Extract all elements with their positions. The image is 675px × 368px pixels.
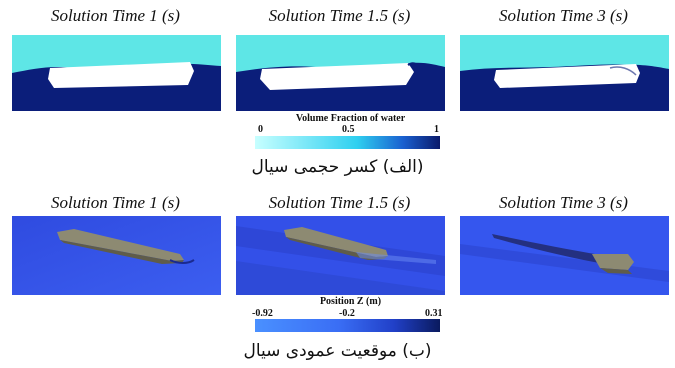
legend-title-volume-fraction: Volume Fraction of water	[295, 113, 406, 124]
volume-fraction-panel-2	[236, 35, 445, 111]
legend-tick-pz-2: 0.31	[425, 308, 443, 319]
legend-tick-vf-1: 0.5	[342, 124, 355, 135]
panel-title-row1-1: Solution Time 1 (s)	[51, 6, 180, 25]
panel-title-row1-3: Solution Time 3 (s)	[499, 6, 628, 25]
legend-tick-vf-0: 0	[258, 124, 263, 135]
legend-tick-pz-0: -0.92	[252, 308, 273, 319]
volume-fraction-panel-1	[12, 35, 221, 111]
legend-bar-position-z	[255, 319, 440, 332]
panel-title-row2-1: Solution Time 1 (s)	[51, 193, 180, 212]
legend-bar-volume-fraction	[255, 136, 440, 149]
caption-a: (الف) کسر حجمی سیال	[251, 157, 424, 177]
panel-title-row2-2: Solution Time 1.5 (s)	[268, 193, 411, 212]
caption-b: (ب) موقعیت عمودی سیال	[243, 341, 432, 361]
legend-tick-pz-1: -0.2	[339, 308, 355, 319]
volume-fraction-panel-3	[460, 35, 669, 111]
panel-title-row1-2: Solution Time 1.5 (s)	[268, 6, 411, 25]
legend-tick-vf-2: 1	[434, 124, 439, 135]
legend-title-position-z: Position Z (m)	[319, 296, 382, 307]
position-z-panel-2	[236, 216, 445, 295]
panel-title-row2-3: Solution Time 3 (s)	[499, 193, 628, 212]
position-z-panel-3	[460, 216, 669, 295]
position-z-panel-1	[12, 216, 221, 295]
